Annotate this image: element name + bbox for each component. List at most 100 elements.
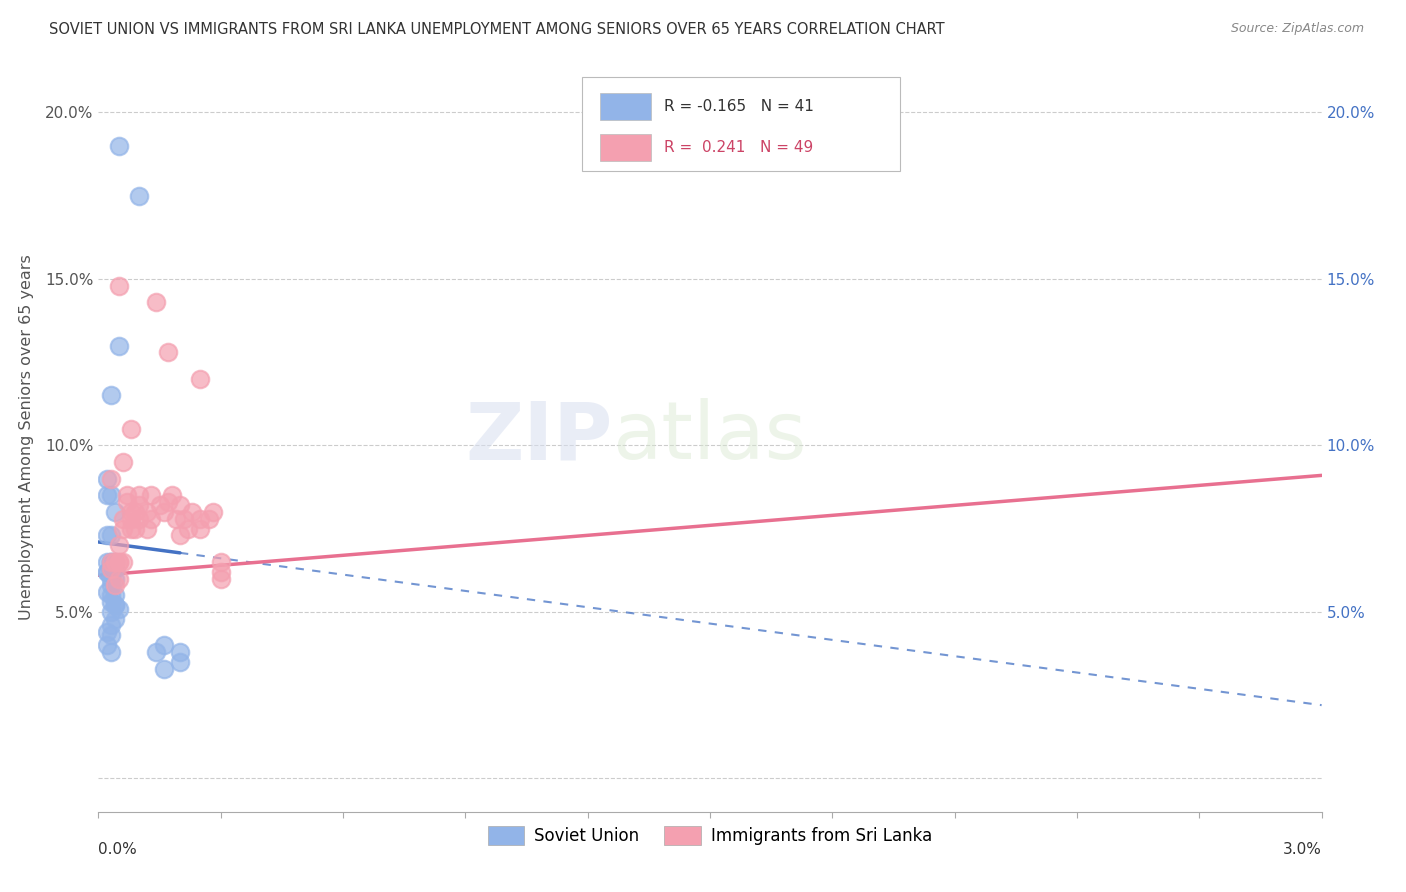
Point: [188, 372, 212, 386]
Point: [100, 628, 122, 642]
Point: [96, 585, 118, 599]
Point: [188, 522, 212, 536]
Text: 3.0%: 3.0%: [1282, 842, 1322, 856]
Point: [96, 638, 118, 652]
Point: [169, 528, 191, 542]
Point: [96, 472, 118, 486]
Point: [165, 511, 187, 525]
Point: [108, 601, 131, 615]
Point: [152, 505, 174, 519]
Point: [188, 511, 212, 525]
Point: [201, 505, 224, 519]
Point: [104, 572, 127, 586]
FancyBboxPatch shape: [600, 93, 651, 120]
Point: [152, 661, 174, 675]
Point: [115, 488, 138, 502]
FancyBboxPatch shape: [600, 135, 651, 161]
Point: [115, 495, 138, 509]
Point: [104, 555, 127, 569]
Point: [209, 555, 232, 569]
Point: [136, 505, 159, 519]
Point: [96, 565, 118, 579]
Point: [197, 511, 219, 525]
Point: [108, 338, 131, 352]
Point: [160, 488, 183, 502]
Text: Source: ZipAtlas.com: Source: ZipAtlas.com: [1230, 22, 1364, 36]
Point: [100, 488, 122, 502]
Point: [104, 588, 127, 602]
Text: R =  0.241   N = 49: R = 0.241 N = 49: [664, 140, 813, 155]
Point: [100, 555, 122, 569]
Point: [100, 388, 122, 402]
Point: [96, 565, 118, 579]
Point: [120, 522, 142, 536]
Point: [100, 595, 122, 609]
Point: [108, 278, 131, 293]
Text: atlas: atlas: [612, 398, 807, 476]
Point: [108, 138, 131, 153]
Point: [181, 505, 204, 519]
Point: [104, 611, 127, 625]
Point: [177, 522, 200, 536]
Point: [169, 655, 191, 669]
Point: [96, 555, 118, 569]
Point: [120, 511, 142, 525]
Point: [100, 555, 122, 569]
Point: [209, 565, 232, 579]
Point: [111, 555, 134, 569]
Text: 0.0%: 0.0%: [98, 842, 138, 856]
Legend: Soviet Union, Immigrants from Sri Lanka: Soviet Union, Immigrants from Sri Lanka: [481, 820, 939, 852]
Point: [141, 511, 163, 525]
Point: [96, 624, 118, 639]
Point: [145, 295, 167, 310]
Point: [100, 572, 122, 586]
Point: [120, 505, 142, 519]
Point: [128, 488, 150, 502]
Point: [124, 505, 146, 519]
Point: [100, 555, 122, 569]
Point: [108, 538, 131, 552]
Point: [100, 561, 122, 575]
Point: [111, 522, 134, 536]
Point: [156, 495, 179, 509]
Point: [100, 605, 122, 619]
Point: [104, 599, 127, 613]
Point: [108, 555, 131, 569]
Point: [169, 499, 191, 513]
Point: [100, 565, 122, 579]
Point: [96, 528, 118, 542]
Point: [104, 578, 127, 592]
Point: [145, 645, 167, 659]
Text: ZIP: ZIP: [465, 398, 612, 476]
Point: [100, 618, 122, 632]
Point: [100, 561, 122, 575]
Point: [100, 645, 122, 659]
Point: [111, 455, 134, 469]
Point: [173, 511, 195, 525]
Point: [104, 505, 127, 519]
Point: [152, 638, 174, 652]
Point: [96, 488, 118, 502]
Point: [108, 555, 131, 569]
Point: [104, 555, 127, 569]
Point: [100, 472, 122, 486]
Text: SOVIET UNION VS IMMIGRANTS FROM SRI LANKA UNEMPLOYMENT AMONG SENIORS OVER 65 YEA: SOVIET UNION VS IMMIGRANTS FROM SRI LANK…: [49, 22, 945, 37]
FancyBboxPatch shape: [582, 78, 900, 171]
Point: [128, 188, 150, 202]
Point: [169, 645, 191, 659]
Point: [104, 561, 127, 575]
Point: [100, 528, 122, 542]
Point: [209, 572, 232, 586]
Y-axis label: Unemployment Among Seniors over 65 years: Unemployment Among Seniors over 65 years: [20, 254, 34, 620]
Point: [128, 499, 150, 513]
Point: [111, 511, 134, 525]
Point: [100, 578, 122, 592]
Point: [120, 422, 142, 436]
Point: [136, 522, 159, 536]
Point: [128, 511, 150, 525]
Point: [124, 522, 146, 536]
Point: [100, 588, 122, 602]
Point: [141, 488, 163, 502]
Point: [156, 345, 179, 359]
Text: R = -0.165   N = 41: R = -0.165 N = 41: [664, 99, 814, 114]
